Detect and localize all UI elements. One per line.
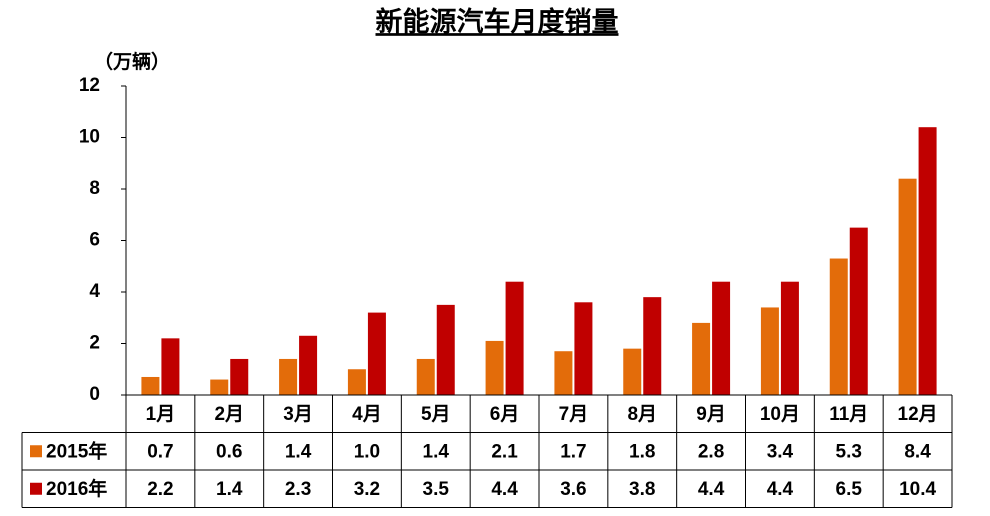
table-value: 2.3 bbox=[285, 479, 311, 500]
table-value: 5.3 bbox=[836, 441, 862, 462]
y-tick-label: 10 bbox=[79, 127, 100, 148]
bar bbox=[416, 358, 435, 395]
y-tick-label: 2 bbox=[89, 333, 100, 354]
table-value: 0.6 bbox=[216, 441, 242, 462]
table-value: 2.8 bbox=[698, 441, 724, 462]
y-tick-label: 12 bbox=[79, 75, 100, 96]
bar bbox=[760, 307, 779, 395]
bar bbox=[505, 281, 524, 395]
table-value: 3.2 bbox=[354, 479, 380, 500]
table-value: 1.7 bbox=[560, 441, 586, 462]
table-value: 3.6 bbox=[560, 479, 586, 500]
bar bbox=[780, 281, 799, 395]
bar bbox=[554, 351, 573, 395]
bar bbox=[436, 304, 455, 395]
x-tick-label: 3月 bbox=[283, 404, 313, 425]
table-value: 2.1 bbox=[491, 441, 518, 462]
bar bbox=[141, 376, 160, 395]
x-tick-label: 9月 bbox=[696, 404, 726, 425]
bar bbox=[898, 178, 917, 395]
bar bbox=[299, 335, 318, 395]
x-tick-label: 8月 bbox=[627, 404, 657, 425]
table-value: 4.4 bbox=[491, 479, 518, 500]
bar bbox=[279, 358, 298, 395]
bar bbox=[347, 369, 366, 395]
table-value: 1.4 bbox=[423, 441, 450, 462]
table-value: 8.4 bbox=[904, 441, 931, 462]
bar bbox=[643, 297, 662, 395]
x-tick-label: 2月 bbox=[214, 404, 244, 425]
x-tick-label: 1月 bbox=[146, 404, 176, 425]
bar bbox=[623, 348, 642, 395]
table-value: 1.8 bbox=[629, 441, 655, 462]
table-value: 0.7 bbox=[147, 441, 173, 462]
table-value: 1.4 bbox=[216, 479, 243, 500]
y-unit: （万辆） bbox=[94, 50, 170, 73]
y-tick-label: 0 bbox=[89, 384, 100, 405]
bar bbox=[829, 258, 848, 395]
legend-swatch bbox=[30, 445, 42, 458]
table-value: 3.5 bbox=[423, 479, 450, 500]
bar bbox=[210, 379, 229, 395]
legend-label: 2016年 bbox=[46, 477, 107, 500]
table-value: 3.8 bbox=[629, 479, 655, 500]
x-tick-label: 6月 bbox=[490, 404, 520, 425]
legend-label: 2015年 bbox=[46, 439, 107, 462]
x-tick-label: 5月 bbox=[421, 404, 451, 425]
table-value: 1.0 bbox=[354, 441, 380, 462]
bar bbox=[918, 127, 937, 395]
bar bbox=[574, 302, 593, 395]
table-value: 1.4 bbox=[285, 441, 312, 462]
bar bbox=[161, 338, 180, 395]
table-value: 4.4 bbox=[767, 479, 794, 500]
table-value: 10.4 bbox=[899, 479, 936, 500]
x-tick-label: 11月 bbox=[829, 404, 868, 425]
y-tick-label: 6 bbox=[89, 230, 100, 251]
legend-swatch bbox=[30, 482, 42, 495]
table-value: 4.4 bbox=[698, 479, 725, 500]
y-tick-label: 8 bbox=[89, 178, 100, 199]
bar bbox=[692, 322, 711, 395]
table-value: 2.2 bbox=[147, 479, 173, 500]
x-tick-label: 12月 bbox=[898, 404, 938, 425]
table-value: 3.4 bbox=[767, 441, 794, 462]
x-tick-label: 10月 bbox=[760, 404, 800, 425]
bar bbox=[485, 340, 504, 395]
x-tick-label: 4月 bbox=[352, 404, 382, 425]
bar bbox=[849, 227, 868, 395]
bar bbox=[712, 281, 731, 395]
bar bbox=[230, 358, 249, 395]
bar bbox=[367, 312, 386, 395]
x-tick-label: 7月 bbox=[559, 404, 589, 425]
chart-title: 新能源汽车月度销量 bbox=[376, 6, 619, 37]
table-value: 6.5 bbox=[836, 479, 863, 500]
y-tick-label: 4 bbox=[89, 281, 100, 302]
